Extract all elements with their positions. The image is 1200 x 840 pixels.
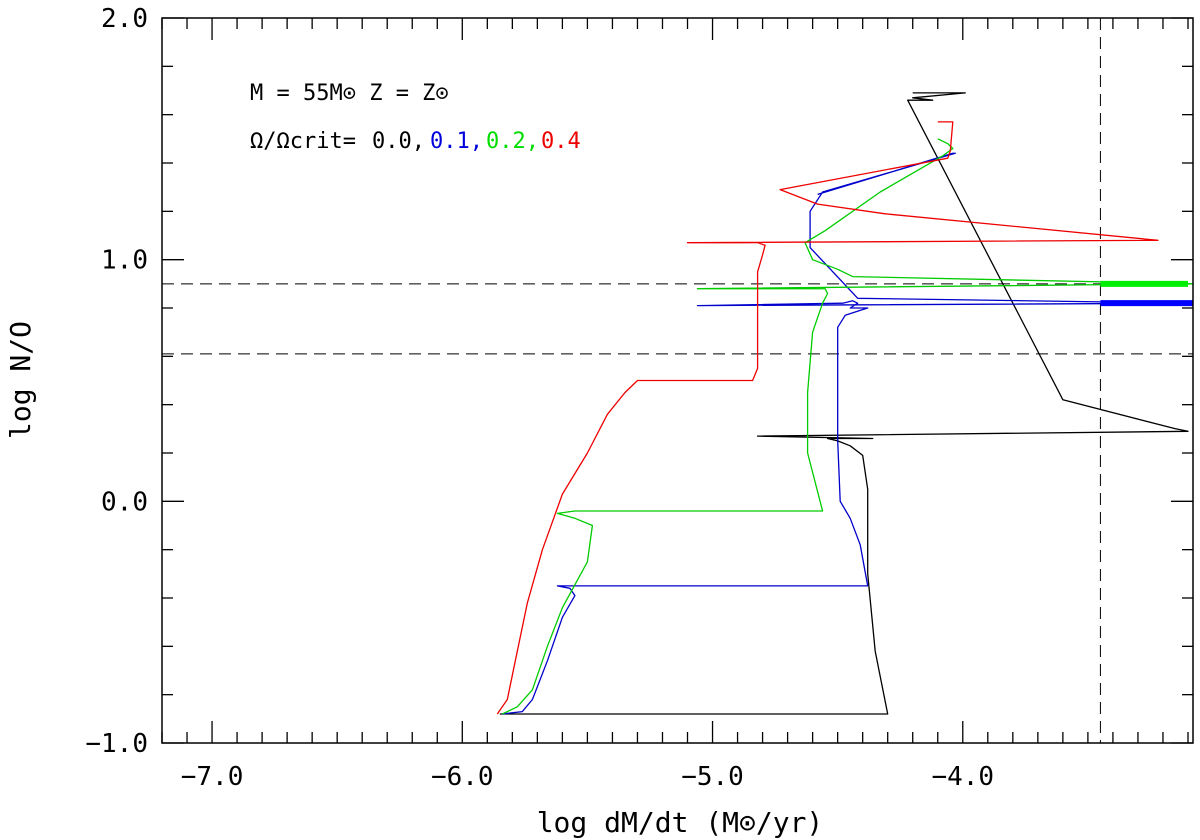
x-axis-label: log dM/dt (M⊙/yr): [537, 806, 824, 839]
ticks-group: [161, 17, 1193, 744]
y-tick-label-2: 1.0: [101, 246, 148, 276]
rotation-value-3: 0.4: [541, 129, 581, 154]
series-line-3: [496, 121, 1159, 715]
series-line-2: [502, 138, 1194, 715]
series-group: [496, 92, 1194, 715]
x-tick-label-3: −4.0: [931, 762, 994, 792]
rotation-value-1: 0.1,: [430, 129, 483, 154]
plot-frame: [161, 17, 1194, 744]
series-line-0: [499, 92, 1189, 715]
x-tick-label-0: −7.0: [181, 762, 244, 792]
y-axis-label: log N/O: [4, 321, 37, 439]
annotation-group: M = 55M⊙ Z = Z⊙ Ω/Ωcrit= 0.0, 0.1, 0.2, …: [250, 81, 581, 154]
y-tick-label-3: 2.0: [101, 4, 148, 34]
tick-labels-group: −7.0 −6.0 −5.0 −4.0 −1.0 0.0 1.0 2.0: [85, 4, 994, 792]
rotation-prefix: Ω/Ωcrit=: [250, 129, 356, 154]
y-tick-label-0: −1.0: [85, 729, 148, 759]
model-annotation: M = 55M⊙ Z = Z⊙: [250, 81, 449, 106]
x-tick-label-2: −5.0: [681, 762, 744, 792]
reference-lines: [162, 18, 1193, 743]
rotation-value-0: 0.0,: [372, 129, 425, 154]
x-tick-label-1: −6.0: [431, 762, 494, 792]
series-line-1: [502, 152, 1194, 715]
rotation-value-2: 0.2,: [486, 129, 539, 154]
plot-frame-group: [161, 17, 1194, 744]
y-tick-label-1: 0.0: [101, 487, 148, 517]
